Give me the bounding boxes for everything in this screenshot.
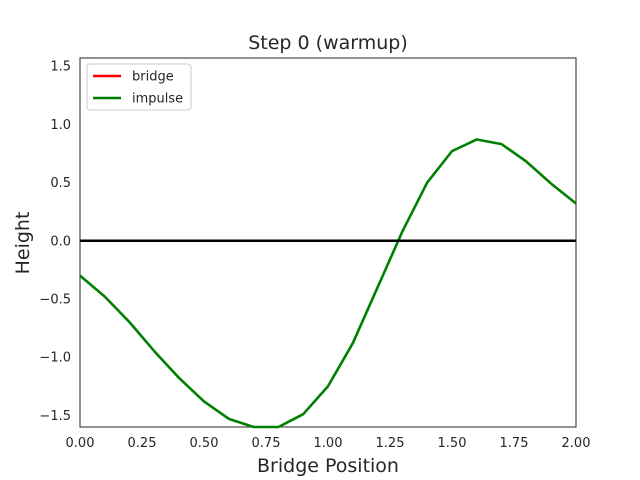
legend-entries: bridge impulse [93,70,183,107]
impulse-series-line [79,138,577,429]
y-axis-ticks: −1.5 −1.0 −0.5 0.0 0.5 1.0 1.5 [39,60,71,424]
x-tick-label: 2.00 [562,436,591,451]
x-tick-label: 0.00 [66,436,95,451]
axes-frame [79,57,577,428]
legend-label-impulse: impulse [132,92,183,107]
x-axis-ticks: 0.00 0.25 0.50 0.75 1.00 1.25 1.50 1.75 2.00 [66,436,591,451]
chart-title: Step 0 (warmup) [248,32,408,54]
x-tick-label: 1.00 [314,436,343,451]
y-tick-label: 1.0 [50,118,71,133]
y-axis-label: Height [12,212,34,275]
x-tick-label: 0.25 [128,436,157,451]
x-tick-label: 0.50 [190,436,219,451]
x-axis-label: Bridge Position [257,455,399,477]
legend: bridge impulse [86,63,192,111]
y-tick-label: 1.5 [50,60,71,75]
x-tick-label: 1.50 [438,436,467,451]
y-tick-label: −1.0 [39,351,71,366]
x-tick-label: 1.25 [376,436,405,451]
series-layer [79,138,577,429]
y-tick-label: −1.5 [39,409,71,424]
x-tick-label: 0.75 [252,436,281,451]
plot-area [79,57,577,429]
y-tick-label: −0.5 [39,292,71,307]
y-tick-label: 0.0 [50,234,71,249]
legend-label-bridge: bridge [132,70,174,85]
y-tick-label: 0.5 [50,176,71,191]
x-tick-label: 1.75 [500,436,529,451]
